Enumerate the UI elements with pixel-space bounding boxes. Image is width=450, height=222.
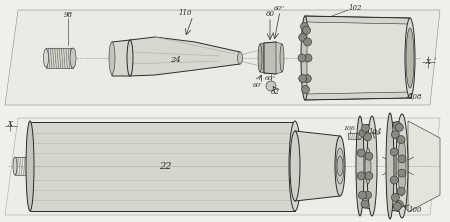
Ellipse shape [266,81,276,91]
Ellipse shape [280,44,284,72]
Ellipse shape [336,148,344,184]
Ellipse shape [364,191,372,199]
Ellipse shape [393,122,401,130]
Ellipse shape [290,131,300,201]
Ellipse shape [386,113,394,219]
Ellipse shape [365,172,373,180]
Text: X: X [426,58,431,66]
Ellipse shape [359,191,366,199]
Text: 24: 24 [170,56,180,64]
Polygon shape [408,121,440,212]
Ellipse shape [298,54,306,62]
Text: 102: 102 [348,4,362,12]
Ellipse shape [390,148,398,156]
Ellipse shape [238,52,243,64]
Ellipse shape [127,40,133,76]
Text: 106: 106 [344,125,356,131]
Ellipse shape [70,48,76,68]
Ellipse shape [358,133,362,139]
Ellipse shape [367,116,377,216]
Ellipse shape [361,124,369,132]
Text: 108: 108 [408,93,422,101]
Ellipse shape [406,28,414,88]
Polygon shape [264,42,280,74]
Ellipse shape [337,156,343,176]
Ellipse shape [365,148,371,184]
Ellipse shape [44,49,49,67]
Polygon shape [360,124,372,209]
Polygon shape [46,48,73,68]
Text: 22: 22 [159,161,171,170]
Text: 60°: 60° [265,75,275,81]
Polygon shape [112,40,130,76]
Ellipse shape [398,155,406,163]
Ellipse shape [392,131,400,139]
Ellipse shape [396,123,403,131]
Ellipse shape [335,136,345,196]
Text: 104: 104 [368,128,382,136]
Polygon shape [130,37,240,76]
Text: 60': 60' [253,83,263,87]
Ellipse shape [357,172,365,180]
Ellipse shape [398,169,406,177]
Text: 60: 60 [266,10,274,18]
Ellipse shape [26,121,34,211]
Ellipse shape [361,200,369,208]
Ellipse shape [397,136,405,144]
Ellipse shape [13,157,17,175]
Ellipse shape [258,44,262,72]
Ellipse shape [397,187,405,195]
Text: 100: 100 [408,206,422,214]
Ellipse shape [357,149,365,157]
Ellipse shape [364,133,372,141]
Polygon shape [295,131,340,201]
Ellipse shape [304,38,311,46]
Ellipse shape [356,116,364,216]
Ellipse shape [289,121,301,211]
Ellipse shape [396,200,403,208]
Ellipse shape [398,136,406,196]
Text: 62: 62 [270,88,279,96]
Ellipse shape [301,16,309,100]
Ellipse shape [302,26,310,34]
Ellipse shape [390,176,398,184]
Ellipse shape [304,54,312,62]
Ellipse shape [396,114,408,218]
Polygon shape [305,16,410,100]
Ellipse shape [109,42,115,74]
Ellipse shape [303,75,311,83]
Polygon shape [276,42,282,74]
Ellipse shape [302,85,310,93]
Text: 110: 110 [178,9,192,17]
Ellipse shape [365,152,373,160]
Ellipse shape [299,34,307,42]
Polygon shape [30,122,295,211]
Ellipse shape [393,202,401,210]
Text: 60'': 60'' [274,6,286,10]
Ellipse shape [299,75,307,83]
Polygon shape [390,121,402,212]
Polygon shape [5,10,440,105]
Text: X: X [8,120,13,128]
Text: 98: 98 [63,11,72,19]
Polygon shape [307,22,408,94]
Polygon shape [5,118,440,215]
Polygon shape [260,43,264,73]
Ellipse shape [359,129,367,137]
Ellipse shape [405,18,415,98]
Ellipse shape [392,193,400,201]
Ellipse shape [301,22,309,30]
